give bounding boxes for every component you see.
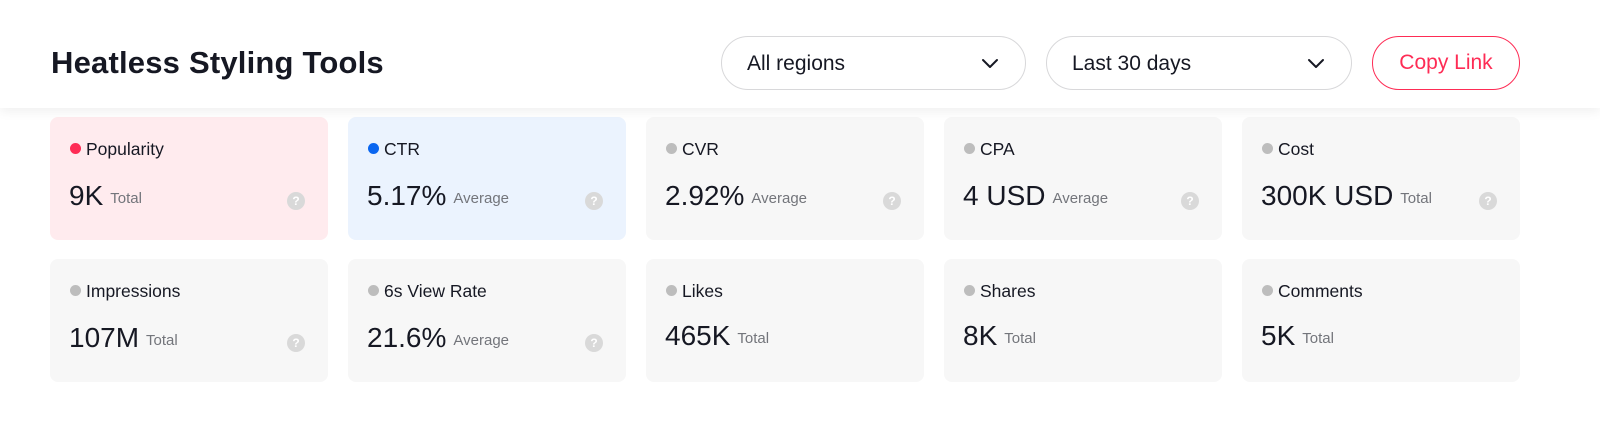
metric-aggregation: Average bbox=[453, 190, 510, 207]
metric-value-wrap: 2.92% Average bbox=[665, 180, 807, 215]
help-icon[interactable]: ? bbox=[1181, 192, 1199, 210]
metric-value-wrap: 5K Total bbox=[1261, 320, 1334, 355]
region-select-value: All regions bbox=[747, 52, 846, 75]
metric-value-wrap: 8K Total bbox=[963, 320, 1036, 355]
metric-indicator-dot bbox=[666, 285, 677, 296]
metric-indicator-dot bbox=[1262, 285, 1273, 296]
metric-card-comments[interactable]: Comments 5K Total bbox=[1242, 259, 1520, 382]
metric-card-likes[interactable]: Likes 465K Total bbox=[646, 259, 924, 382]
help-icon[interactable]: ? bbox=[585, 192, 603, 210]
metric-value: 107M bbox=[69, 322, 140, 353]
metric-value: 5.17% bbox=[367, 180, 447, 211]
metric-aggregation: Average bbox=[1052, 190, 1109, 207]
metric-name: Popularity bbox=[86, 139, 164, 159]
metric-name: CTR bbox=[384, 139, 420, 159]
metric-name: Impressions bbox=[86, 281, 181, 301]
chevron-down-icon bbox=[982, 59, 998, 68]
metric-indicator-dot bbox=[1262, 143, 1273, 154]
date-range-select-value: Last 30 days bbox=[1072, 52, 1192, 75]
help-icon[interactable]: ? bbox=[585, 334, 603, 352]
metric-name: CPA bbox=[980, 139, 1015, 159]
metric-value: 8K bbox=[963, 320, 998, 351]
date-range-select[interactable]: Last 30 days bbox=[1046, 36, 1352, 90]
metric-aggregation: Total bbox=[737, 330, 770, 347]
metric-value: 9K bbox=[69, 180, 104, 211]
copy-link-button[interactable]: Copy Link bbox=[1372, 36, 1520, 90]
help-icon[interactable]: ? bbox=[883, 192, 901, 210]
metric-name: Cost bbox=[1278, 139, 1314, 159]
metric-value-wrap: 4 USD Average bbox=[963, 180, 1108, 215]
metric-card-shares[interactable]: Shares 8K Total bbox=[944, 259, 1222, 382]
metric-name: CVR bbox=[682, 139, 719, 159]
help-icon[interactable]: ? bbox=[1479, 192, 1497, 210]
metric-card-6s-view-rate[interactable]: 6s View Rate 21.6% Average ? bbox=[348, 259, 626, 382]
metric-value: 465K bbox=[665, 320, 731, 351]
metric-aggregation: Total bbox=[110, 190, 142, 207]
metric-aggregation: Total bbox=[1400, 190, 1432, 207]
metric-value: 5K bbox=[1261, 320, 1296, 351]
metric-aggregation: Average bbox=[751, 190, 808, 207]
metric-value: 21.6% bbox=[367, 322, 447, 353]
metric-indicator-dot bbox=[70, 143, 81, 154]
metric-name: Likes bbox=[682, 281, 723, 301]
metric-value-wrap: 465K Total bbox=[665, 320, 769, 355]
metric-indicator-dot bbox=[368, 143, 379, 154]
metric-card-ctr[interactable]: CTR 5.17% Average ? bbox=[348, 117, 626, 240]
region-select[interactable]: All regions bbox=[721, 36, 1026, 90]
metric-name: 6s View Rate bbox=[384, 281, 487, 301]
metric-value: 2.92% bbox=[665, 180, 745, 211]
metric-aggregation: Average bbox=[453, 332, 510, 349]
metric-value-wrap: 300K USD Total bbox=[1261, 180, 1432, 215]
metric-value-wrap: 21.6% Average bbox=[367, 322, 509, 357]
metric-card-cpa[interactable]: CPA 4 USD Average ? bbox=[944, 117, 1222, 240]
metric-indicator-dot bbox=[964, 285, 975, 296]
metric-card-cvr[interactable]: CVR 2.92% Average ? bbox=[646, 117, 924, 240]
page-title: Heatless Styling Tools bbox=[51, 45, 384, 80]
metric-indicator-dot bbox=[964, 143, 975, 154]
metric-aggregation: Total bbox=[146, 332, 178, 349]
page-header: Heatless Styling Tools All regions Last … bbox=[0, 0, 1600, 108]
metric-indicator-dot bbox=[368, 285, 379, 296]
metric-card-impressions[interactable]: Impressions 107M Total ? bbox=[50, 259, 328, 382]
help-icon[interactable]: ? bbox=[287, 334, 305, 352]
metric-name: Comments bbox=[1278, 281, 1363, 301]
metric-card-popularity[interactable]: Popularity 9K Total ? bbox=[50, 117, 328, 240]
metric-aggregation: Total bbox=[1302, 330, 1334, 347]
metric-value-wrap: 5.17% Average bbox=[367, 180, 509, 215]
metric-value: 4 USD bbox=[963, 180, 1046, 211]
metric-value-wrap: 107M Total bbox=[69, 322, 178, 357]
metric-value: 300K USD bbox=[1261, 180, 1394, 211]
chevron-down-icon bbox=[1308, 59, 1324, 68]
metric-name: Shares bbox=[980, 281, 1036, 301]
metric-value-wrap: 9K Total bbox=[69, 180, 142, 215]
metric-indicator-dot bbox=[70, 285, 81, 296]
help-icon[interactable]: ? bbox=[287, 192, 305, 210]
metric-aggregation: Total bbox=[1004, 330, 1036, 347]
metric-card-cost[interactable]: Cost 300K USD Total ? bbox=[1242, 117, 1520, 240]
metric-indicator-dot bbox=[666, 143, 677, 154]
